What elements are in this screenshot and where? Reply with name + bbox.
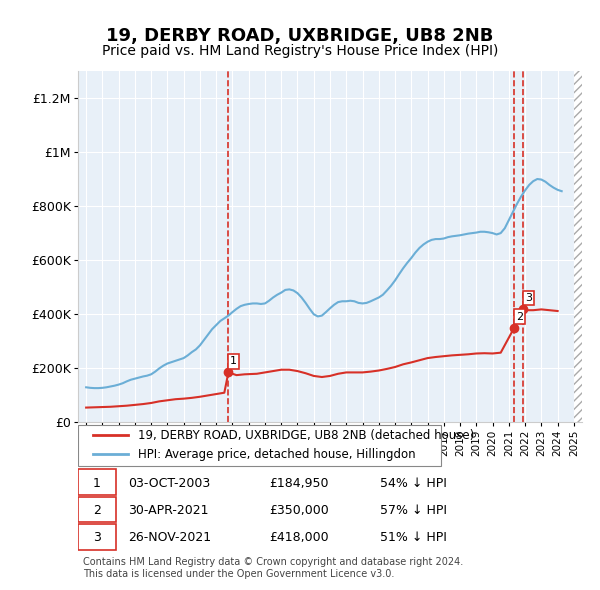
Text: Price paid vs. HM Land Registry's House Price Index (HPI): Price paid vs. HM Land Registry's House … (102, 44, 498, 58)
Text: 2: 2 (93, 504, 101, 517)
Text: 54% ↓ HPI: 54% ↓ HPI (380, 477, 447, 490)
FancyBboxPatch shape (78, 497, 116, 522)
FancyBboxPatch shape (78, 425, 441, 466)
FancyBboxPatch shape (78, 470, 116, 495)
Text: 2: 2 (516, 312, 523, 322)
Text: £418,000: £418,000 (269, 531, 329, 544)
Text: 51% ↓ HPI: 51% ↓ HPI (380, 531, 447, 544)
Text: 03-OCT-2003: 03-OCT-2003 (128, 477, 211, 490)
Text: Contains HM Land Registry data © Crown copyright and database right 2024.: Contains HM Land Registry data © Crown c… (83, 557, 463, 567)
Text: 26-NOV-2021: 26-NOV-2021 (128, 531, 212, 544)
FancyBboxPatch shape (78, 524, 116, 550)
Text: 3: 3 (525, 293, 532, 303)
Text: £184,950: £184,950 (269, 477, 329, 490)
Text: 30-APR-2021: 30-APR-2021 (128, 504, 209, 517)
Text: 1: 1 (93, 477, 101, 490)
Text: 19, DERBY ROAD, UXBRIDGE, UB8 2NB (detached house): 19, DERBY ROAD, UXBRIDGE, UB8 2NB (detac… (139, 428, 475, 442)
Text: This data is licensed under the Open Government Licence v3.0.: This data is licensed under the Open Gov… (83, 569, 394, 579)
Text: 57% ↓ HPI: 57% ↓ HPI (380, 504, 448, 517)
Text: 3: 3 (93, 531, 101, 544)
Text: 19, DERBY ROAD, UXBRIDGE, UB8 2NB: 19, DERBY ROAD, UXBRIDGE, UB8 2NB (106, 27, 494, 45)
Text: £350,000: £350,000 (269, 504, 329, 517)
Text: HPI: Average price, detached house, Hillingdon: HPI: Average price, detached house, Hill… (139, 448, 416, 461)
Text: 1: 1 (230, 356, 237, 366)
